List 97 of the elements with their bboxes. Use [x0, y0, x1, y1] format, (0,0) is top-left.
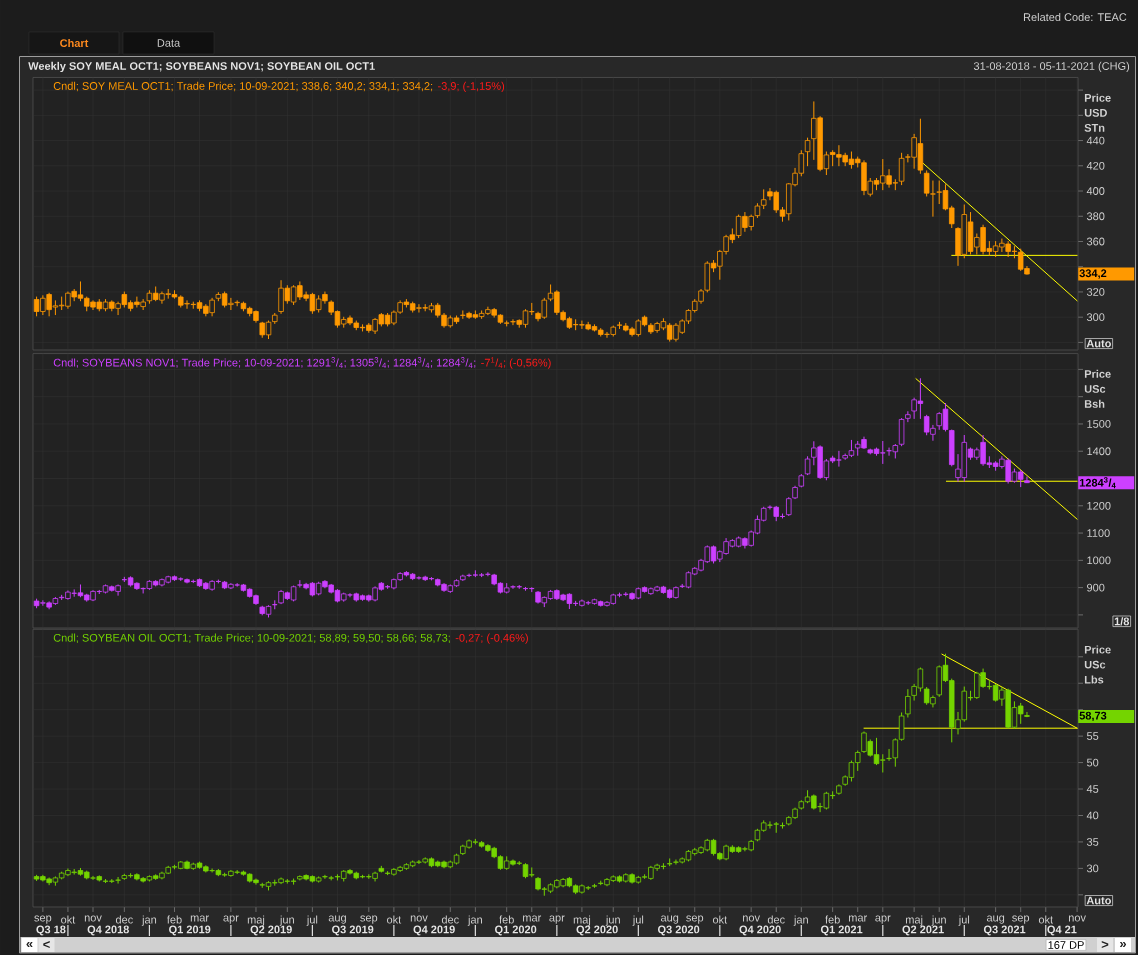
- x2-tick-label: Q3 18: [36, 925, 66, 936]
- x-tick-label: okt: [61, 915, 76, 924]
- x-tick-label: maj: [906, 915, 923, 926]
- x2-tick-label: Q3 2020: [657, 925, 700, 936]
- x-tick-label: nov: [1068, 915, 1086, 922]
- x-tick-label: apr: [875, 915, 891, 924]
- annotation: Cndl; SOY MEAL OCT1; Trade Price; 10-09-2021; 338,6; 340,2; 334,1; 334,2;: [53, 81, 433, 92]
- text: >: [1101, 941, 1109, 949]
- y-tick-label: 400: [1086, 187, 1105, 195]
- x-tick-label: apr: [223, 915, 239, 924]
- text: Chart: [60, 38, 89, 48]
- x2-tick-label: Q4 2018: [87, 925, 129, 936]
- x-tick-label: maj: [247, 915, 265, 926]
- y-tick-label: 55: [1086, 732, 1099, 740]
- x-tick-label: mar: [848, 915, 868, 922]
- y-tick-label: 30: [1086, 864, 1099, 873]
- x-tick-label: nov: [743, 915, 760, 922]
- x-tick-label: nov: [410, 915, 428, 922]
- x-tick-label: jan: [793, 915, 808, 926]
- x-tick-label: jun: [931, 915, 946, 926]
- x-tick-label: jun: [605, 915, 620, 926]
- x2-tick-label: Q1 2021: [820, 925, 863, 936]
- y-tick-label: 1100: [1087, 529, 1110, 537]
- text: Auto: [1086, 339, 1111, 348]
- text: «: [26, 942, 33, 948]
- x2-tick-label: Q4 2020: [739, 925, 781, 936]
- x-tick-label: aug: [986, 915, 1005, 924]
- x-tick-label: sep: [1012, 915, 1030, 924]
- y-tick-label: 900: [1087, 583, 1105, 592]
- x-tick-label: okt: [712, 915, 728, 924]
- x-tick-label: apr: [549, 915, 565, 924]
- x-tick-label: jul: [306, 915, 318, 926]
- x2-tick-label: Q2 2021: [902, 925, 944, 936]
- x-tick-label: maj: [573, 915, 591, 926]
- y-axis-title: Price USD STn: [1084, 93, 1111, 132]
- x-tick-label: sep: [360, 915, 378, 924]
- x-tick-label: jan: [141, 915, 157, 926]
- text: Cndl; SOYBEANS NOV1; Trade Price; 10-09-2021; 1291$^{3}$/$_{4}$; 1305$^{3}$/$_{4}$; 1284$^{3}$/$_{4}$; 1284$^{3}$/$_{4}$;: [53, 357, 476, 369]
- x-tick-label: feb: [499, 915, 514, 924]
- text: Auto: [1086, 896, 1111, 905]
- x2-tick-label: Q4 2019: [413, 925, 455, 936]
- chart-subtitle: 31-08-2018 - 05-11-2021 (CHG): [973, 61, 1130, 73]
- y-tick-label: 35: [1086, 838, 1099, 846]
- x-tick-label: sep: [686, 915, 704, 924]
- y-axis-title: Price USc Lbs: [1084, 645, 1111, 684]
- y-axis-title: Price USc Bsh: [1084, 369, 1111, 408]
- annotation: -7$^{1}$/$_{4}$; (-0,56%): [481, 357, 551, 369]
- text: »: [1119, 942, 1127, 948]
- text: <: [43, 941, 50, 949]
- x2-tick-label: Q1 2019: [169, 925, 211, 936]
- x2-tick-label: Q4 21: [1047, 925, 1077, 936]
- x2-tick-label: Q3 2019: [332, 925, 374, 936]
- x-tick-label: jul: [958, 915, 970, 926]
- y-tick-label: 380: [1086, 212, 1105, 221]
- x-tick-label: jun: [279, 915, 294, 926]
- text: Data: [157, 39, 181, 47]
- x-tick-label: okt: [387, 915, 402, 924]
- x-tick-label: jan: [467, 915, 482, 926]
- text: 167 DP: [1048, 941, 1084, 949]
- x2-tick-label: Q2 2020: [576, 925, 618, 936]
- x-tick-label: feb: [167, 915, 182, 924]
- y-tick-label: 1500: [1087, 420, 1111, 428]
- x2-tick-label: Q3 2021: [983, 925, 1026, 936]
- annotation: -0,27; (-0,46%): [455, 633, 528, 644]
- x-tick-label: sep: [34, 915, 52, 924]
- x-tick-label: aug: [660, 915, 679, 924]
- x-tick-label: okt: [1038, 915, 1054, 924]
- x-tick-label: mar: [190, 915, 209, 922]
- text: Related Code: TEAC: [1023, 12, 1127, 22]
- y-tick-label: 360: [1086, 237, 1105, 246]
- y-tick-label: 40: [1086, 811, 1099, 820]
- x-tick-label: jul: [632, 915, 644, 926]
- x-tick-label: mar: [523, 915, 542, 922]
- y-tick-label: 1400: [1087, 447, 1111, 456]
- text: 1284$^{3}$/$_{4}$: [1079, 477, 1116, 489]
- y-tick-label: 1200: [1087, 501, 1111, 510]
- y-tick-label: 320: [1086, 288, 1105, 296]
- x-tick-label: feb: [825, 915, 840, 924]
- y-tick-label: 420: [1086, 161, 1105, 170]
- text: 334,2: [1079, 269, 1107, 279]
- y-tick-label: 300: [1086, 313, 1105, 322]
- x2-tick-label: Q1 2020: [495, 925, 537, 936]
- y-tick-label: 45: [1086, 785, 1099, 793]
- text: 1/8: [1114, 617, 1130, 626]
- x-tick-label: dec: [767, 915, 785, 924]
- y-tick-label: 50: [1086, 758, 1099, 767]
- x-tick-label: aug: [328, 915, 346, 924]
- annotation: Cndl; SOYBEAN OIL OCT1; Trade Price; 10-09-2021; 58,89; 59,50; 58,66; 58,73;: [53, 633, 450, 643]
- y-tick-label: 1000: [1087, 556, 1111, 565]
- chart-title: Weekly SOY MEAL OCT1; SOYBEANS NOV1; SOYBEAN OIL OCT1: [28, 61, 375, 73]
- x-tick-label: dec: [115, 915, 133, 924]
- annotation: -3,9; (-1,15%): [438, 81, 505, 93]
- x2-tick-label: Q2 2019: [250, 925, 292, 936]
- y-tick-label: 440: [1086, 136, 1105, 145]
- x-tick-label: dec: [441, 915, 459, 924]
- x-tick-label: nov: [84, 915, 102, 922]
- text: 58,73: [1079, 711, 1107, 722]
